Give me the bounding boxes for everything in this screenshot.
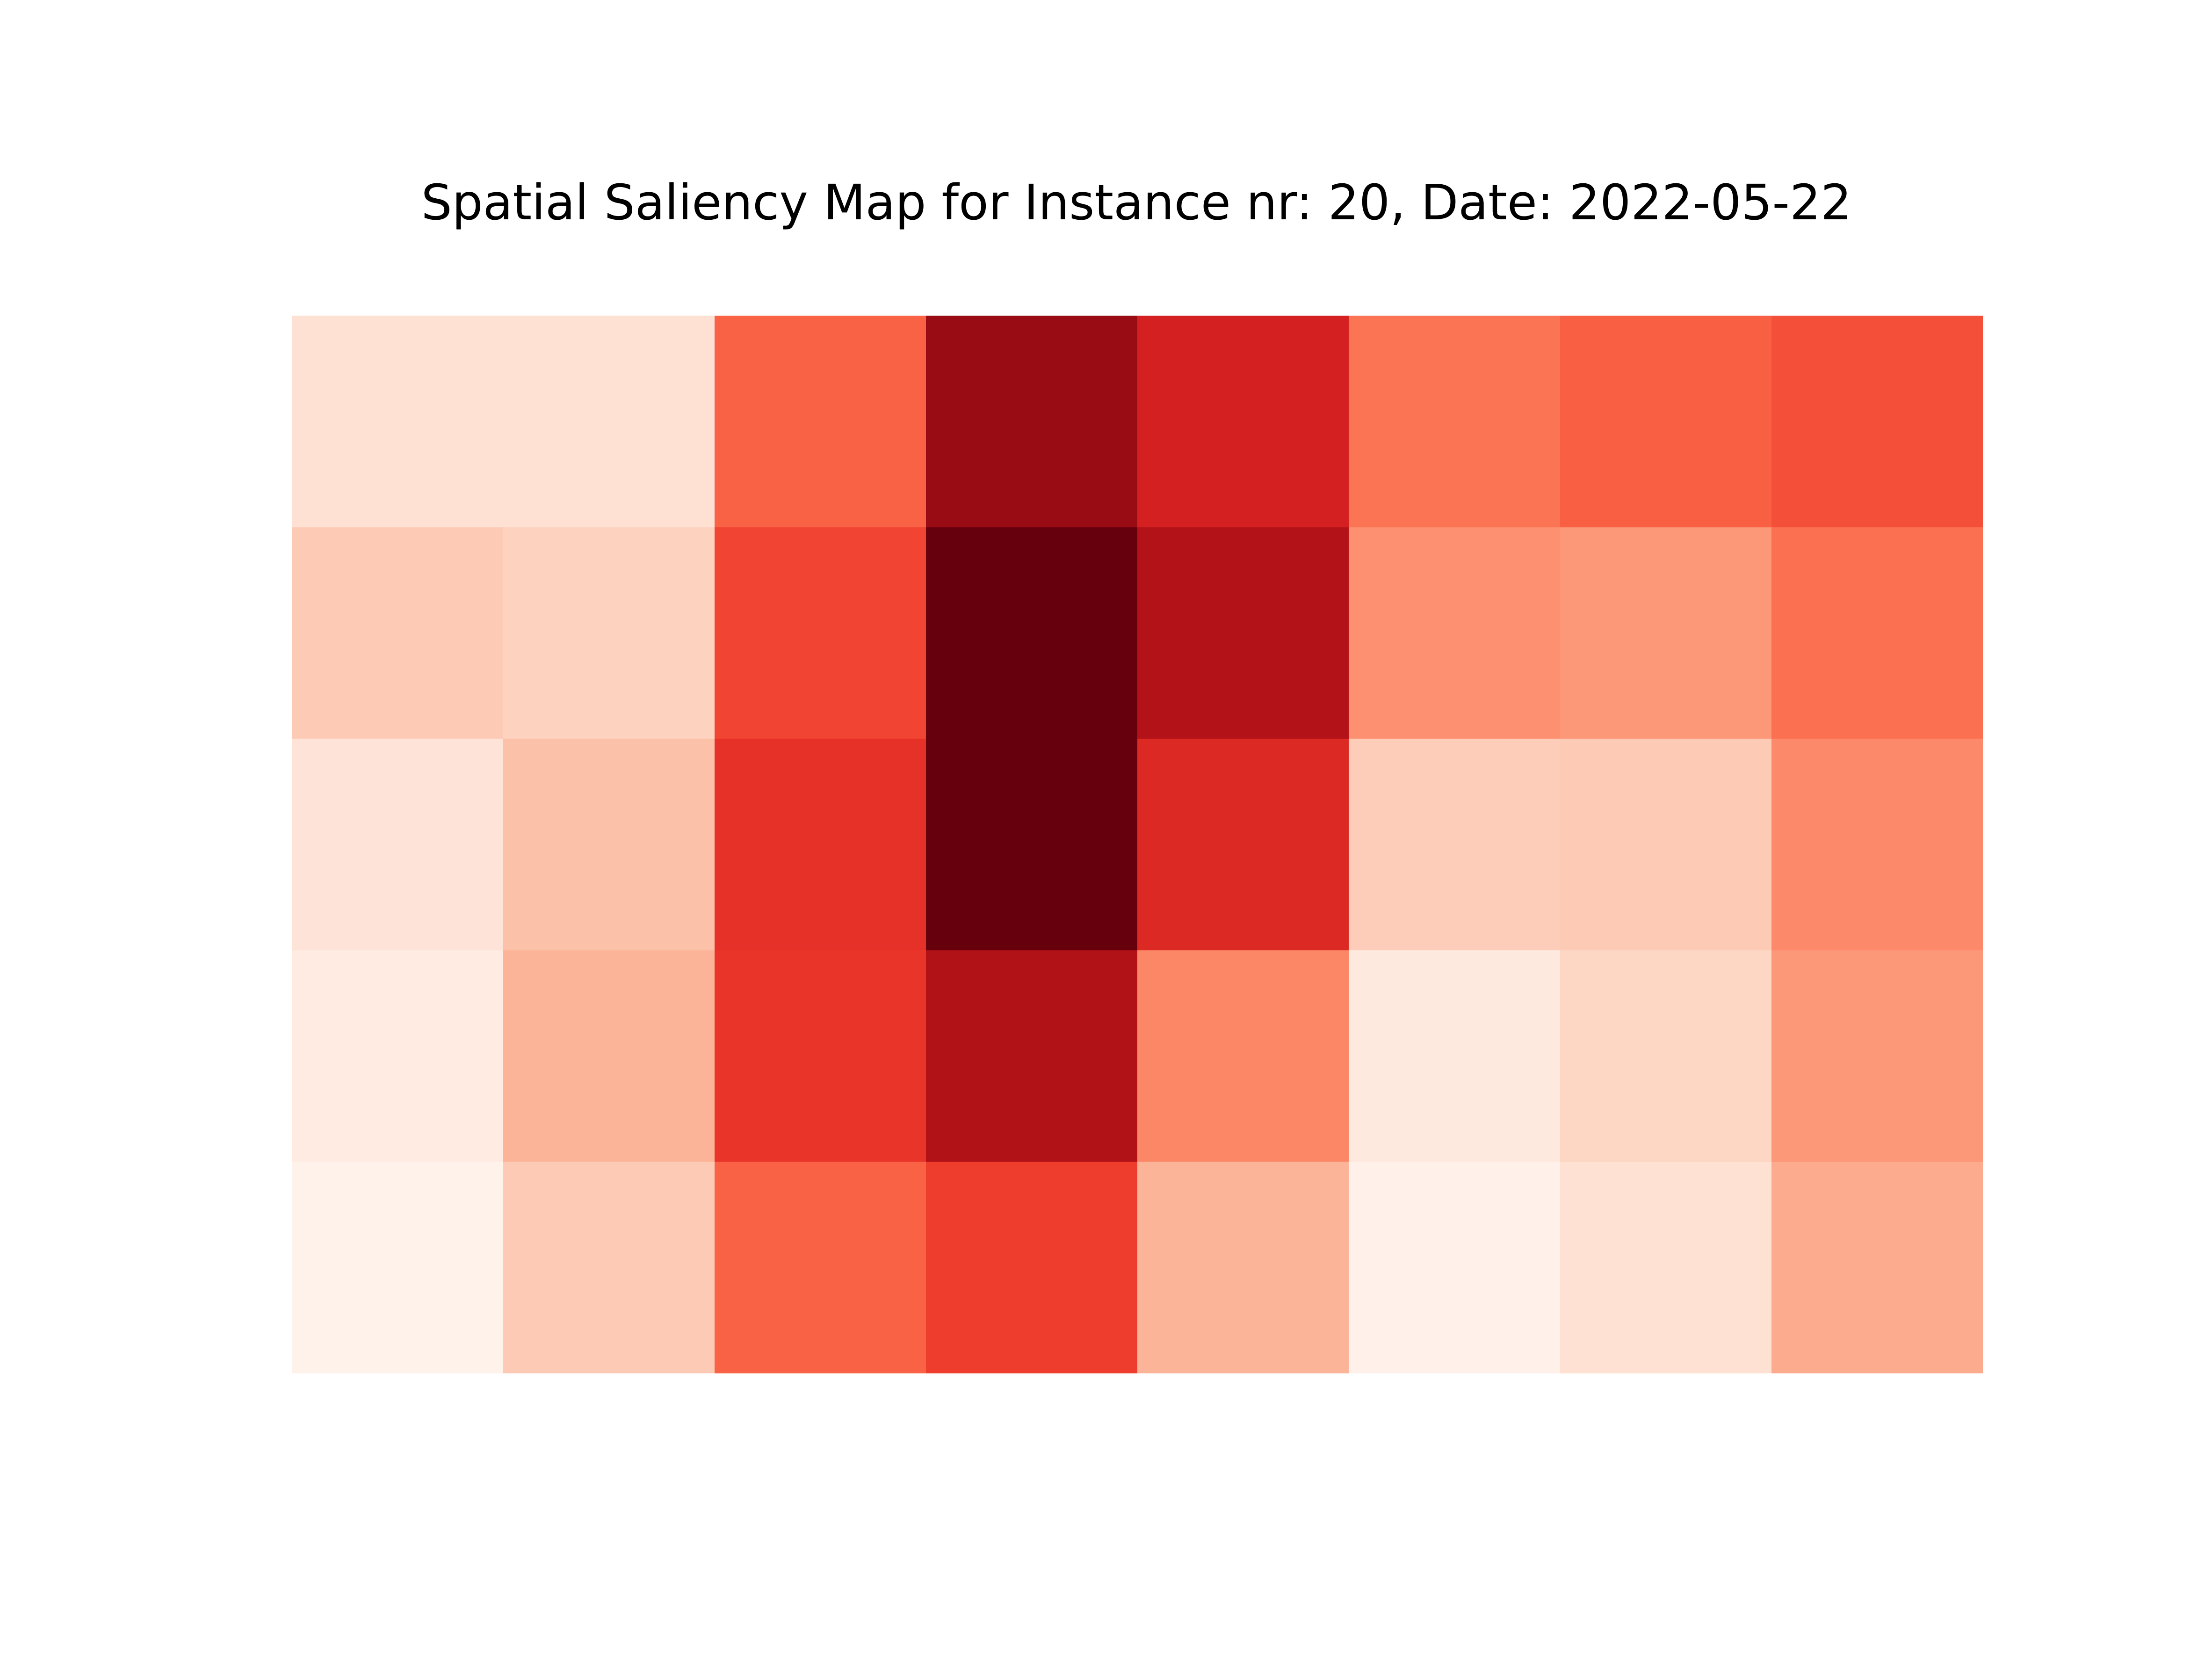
heatmap-cell-r3-c2 xyxy=(715,950,926,1163)
heatmap-cell-r2-c5 xyxy=(1349,738,1561,951)
heatmap-cell-r1-c2 xyxy=(715,527,926,739)
heatmap-cell-r1-c4 xyxy=(1137,527,1349,739)
heatmap-cell-r1-c1 xyxy=(503,527,715,739)
heatmap-cell-r0-c3 xyxy=(926,316,1138,527)
heatmap-cell-r4-c6 xyxy=(1560,1162,1772,1373)
heatmap-cell-r3-c6 xyxy=(1560,950,1772,1163)
heatmap xyxy=(292,316,1983,1373)
heatmap-cell-r2-c4 xyxy=(1137,738,1349,951)
heatmap-cell-r0-c6 xyxy=(1560,316,1772,527)
heatmap-cell-r3-c7 xyxy=(1771,950,1983,1163)
heatmap-cell-r3-c5 xyxy=(1349,950,1561,1163)
heatmap-cell-r0-c7 xyxy=(1771,316,1983,527)
heatmap-cell-r2-c0 xyxy=(292,738,504,951)
heatmap-cell-r1-c7 xyxy=(1771,527,1983,739)
heatmap-cell-r3-c3 xyxy=(926,950,1138,1163)
heatmap-cell-r4-c1 xyxy=(503,1162,715,1373)
heatmap-cell-r4-c2 xyxy=(715,1162,926,1373)
heatmap-cell-r2-c6 xyxy=(1560,738,1772,951)
heatmap-cell-r1-c3 xyxy=(926,527,1138,739)
heatmap-cell-r3-c1 xyxy=(503,950,715,1163)
heatmap-cell-r4-c4 xyxy=(1137,1162,1349,1373)
heatmap-cell-r0-c5 xyxy=(1349,316,1561,527)
heatmap-cell-r2-c2 xyxy=(715,738,926,951)
heatmap-cell-r4-c7 xyxy=(1771,1162,1983,1373)
heatmap-cell-r1-c5 xyxy=(1349,527,1561,739)
heatmap-cell-r1-c0 xyxy=(292,527,504,739)
heatmap-cell-r2-c1 xyxy=(503,738,715,951)
heatmap-cell-r4-c3 xyxy=(926,1162,1138,1373)
heatmap-cell-r4-c5 xyxy=(1349,1162,1561,1373)
heatmap-cell-r0-c1 xyxy=(503,316,715,527)
heatmap-cell-r2-c3 xyxy=(926,738,1138,951)
chart-title: Spatial Saliency Map for Instance nr: 20… xyxy=(421,174,1852,231)
heatmap-cell-r0-c0 xyxy=(292,316,504,527)
heatmap-cell-r2-c7 xyxy=(1771,738,1983,951)
heatmap-cell-r4-c0 xyxy=(292,1162,504,1373)
heatmap-cell-r0-c2 xyxy=(715,316,926,527)
heatmap-cell-r0-c4 xyxy=(1137,316,1349,527)
heatmap-cell-r3-c0 xyxy=(292,950,504,1163)
heatmap-cell-r1-c6 xyxy=(1560,527,1772,739)
heatmap-cell-r3-c4 xyxy=(1137,950,1349,1163)
